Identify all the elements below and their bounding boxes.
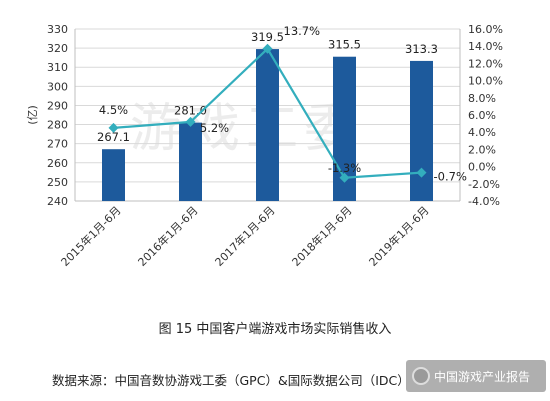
- bar-data-label: 267.1: [97, 130, 130, 144]
- y2-tick-label: -4.0%: [468, 195, 500, 208]
- x-tick-label: 2017年1月-6月: [212, 203, 278, 269]
- y-tick-label: 290: [47, 99, 68, 112]
- bar: [102, 149, 125, 201]
- y-tick-label: 260: [47, 157, 68, 170]
- y2-tick-label: 2.0%: [468, 143, 496, 156]
- x-tick-label: 2016年1月-6月: [135, 203, 201, 269]
- y2-tick-label: 14.0%: [468, 40, 503, 53]
- watermark-badge-text: 中国游戏产业报告: [434, 369, 531, 384]
- y-axis-label: (亿): [26, 105, 39, 125]
- y2-tick-label: 10.0%: [468, 75, 503, 88]
- growth-point: [185, 116, 196, 127]
- bar: [333, 56, 356, 201]
- y-tick-label: 240: [47, 195, 68, 208]
- bar: [410, 60, 433, 201]
- growth-point: [262, 43, 273, 54]
- watermark-badge: 中国游戏产业报告: [406, 360, 546, 392]
- line-data-label: 4.5%: [99, 103, 128, 117]
- line-data-label: -0.7%: [434, 170, 467, 184]
- y-tick-label: 280: [47, 119, 68, 132]
- y2-tick-label: -2.0%: [468, 178, 500, 191]
- y2-tick-label: 6.0%: [468, 109, 496, 122]
- bar: [179, 122, 202, 201]
- y2-tick-label: 4.0%: [468, 126, 496, 139]
- growth-point: [416, 167, 427, 178]
- line-data-label: 5.2%: [200, 121, 229, 135]
- y-tick-label: 330: [47, 23, 68, 36]
- background-watermark: 游戏工委: [130, 99, 363, 159]
- bar-data-label: 315.5: [328, 38, 361, 52]
- growth-point: [339, 172, 350, 183]
- y-tick-label: 270: [47, 138, 68, 151]
- x-tick-label: 2018年1月-6月: [289, 203, 355, 269]
- y-tick-label: 250: [47, 176, 68, 189]
- x-tick-label: 2015年1月-6月: [58, 203, 124, 269]
- y-tick-label: 320: [47, 42, 68, 55]
- y2-tick-label: 8.0%: [468, 92, 496, 105]
- chart: 240 250 260 270 280 290 300 310 320 330 -4.0% -2.0%…: [26, 23, 503, 269]
- x-tick-label: 2019年1月-6月: [366, 203, 432, 269]
- y2-tick-label: 16.0%: [468, 23, 503, 36]
- y2-tick-label: 0.0%: [468, 161, 496, 174]
- y2-tick-label: 12.0%: [468, 57, 503, 70]
- wechat-icon: [412, 367, 430, 385]
- bar-data-label: 319.5: [251, 30, 284, 44]
- bar: [256, 49, 279, 201]
- figure-caption: 图 15 中国客户端游戏市场实际销售收入: [158, 322, 392, 337]
- growth-point: [108, 122, 119, 133]
- y-tick-label: 310: [47, 61, 68, 74]
- line-data-label: -1.3%: [328, 161, 361, 175]
- line-data-label: 13.7%: [284, 24, 321, 38]
- y-tick-label: 300: [47, 80, 68, 93]
- data-source: 数据来源：中国音数协游戏工委（GPC）&国际数据公司（IDC）: [52, 373, 410, 388]
- bar-data-label: 313.3: [405, 42, 438, 56]
